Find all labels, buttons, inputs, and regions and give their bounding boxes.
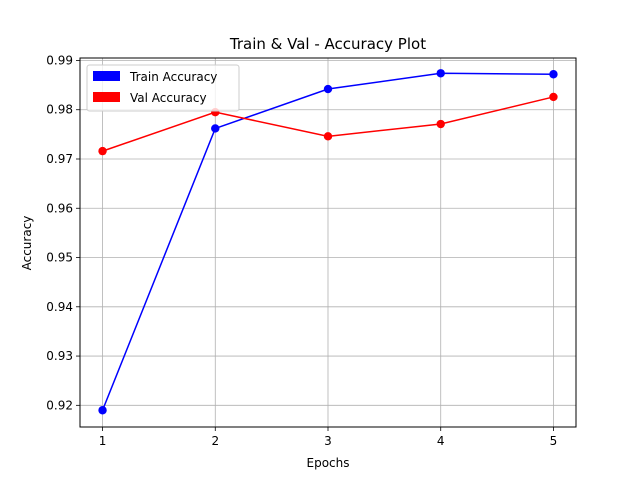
x-axis-label: Epochs (307, 456, 350, 470)
x-tick-label: 5 (550, 434, 558, 448)
y-tick-label: 0.97 (46, 152, 73, 166)
y-tick-label: 0.98 (46, 103, 73, 117)
val-accuracy-point (98, 146, 107, 156)
x-axis-ticks: 1 2 3 4 5 (99, 427, 558, 448)
x-tick-label: 3 (324, 434, 332, 448)
series-points (98, 69, 558, 415)
train-accuracy-legend-label: Train Accuracy (129, 70, 217, 84)
train-accuracy-point (549, 70, 558, 79)
y-tick-label: 0.93 (46, 349, 73, 363)
chart-title: Train & Val - Accuracy Plot (229, 35, 426, 53)
train-accuracy-legend-swatch (93, 71, 120, 81)
y-tick-label: 0.94 (46, 300, 73, 314)
train-accuracy-point (323, 84, 333, 94)
val-accuracy-point (549, 92, 558, 102)
y-tick-label: 0.99 (46, 53, 73, 67)
y-axis-label: Accuracy (20, 216, 34, 271)
x-tick-label: 4 (437, 434, 445, 448)
grid-lines (80, 58, 576, 427)
x-tick-label: 2 (211, 434, 219, 448)
val-accuracy-point (323, 132, 333, 141)
val-accuracy-legend-swatch (93, 92, 120, 102)
legend: Train Accuracy Val Accuracy (86, 64, 240, 112)
train-accuracy-point (436, 69, 445, 78)
y-tick-label: 0.95 (46, 251, 73, 265)
y-tick-label: 0.96 (46, 201, 73, 215)
train-accuracy-point (98, 406, 107, 415)
legend-box (86, 64, 240, 112)
train-accuracy-point (211, 124, 220, 133)
x-tick-label: 1 (99, 434, 107, 448)
val-accuracy-legend-label: Val Accuracy (130, 91, 207, 105)
y-axis-ticks: 0.92 0.93 0.94 0.95 0.96 0.97 0.98 0.99 (46, 53, 80, 412)
y-tick-label: 0.92 (46, 398, 73, 412)
val-accuracy-point (436, 119, 445, 129)
